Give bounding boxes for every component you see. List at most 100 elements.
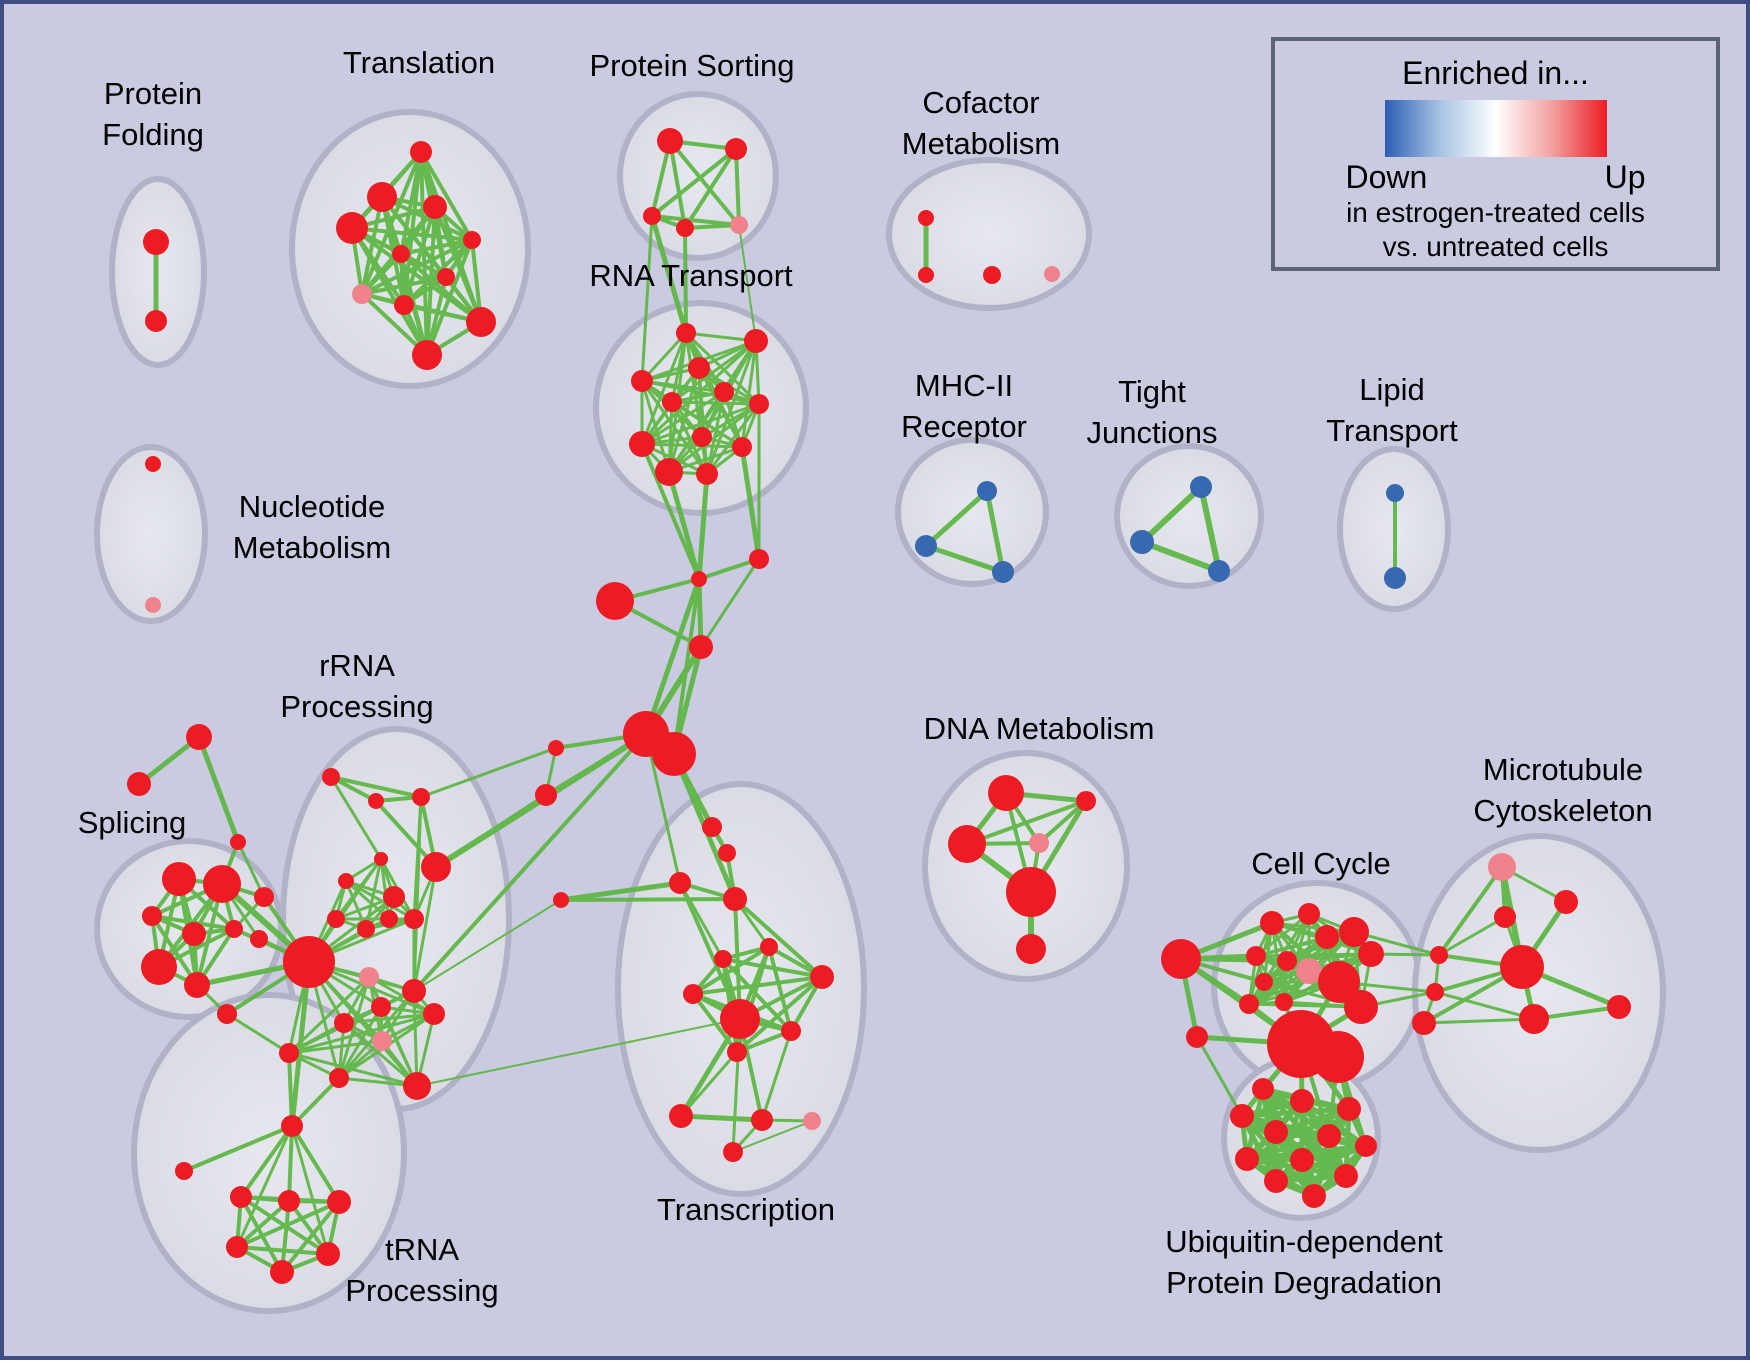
node-u6 (1355, 1135, 1377, 1157)
cluster-label-nucleotide-metabolism: Metabolism (233, 530, 392, 565)
edge (235, 1124, 294, 1249)
node-x8 (720, 999, 760, 1039)
node-s1 (203, 865, 241, 903)
node-t7 (352, 284, 372, 304)
edge (760, 1029, 793, 1122)
edge (640, 442, 701, 581)
node-rr2 (412, 788, 430, 806)
node-x4 (760, 938, 778, 956)
edge (731, 1017, 742, 1154)
edge (683, 223, 741, 230)
cluster-ellipse-cofactor-metabolism (886, 157, 1092, 311)
node-mt3 (1500, 945, 1544, 989)
node-rr1 (368, 793, 384, 809)
node-c2 (983, 266, 1001, 284)
cluster-label-mhc-ii-receptor: Receptor (901, 409, 1027, 444)
node-d4 (1006, 867, 1056, 917)
node-rr17 (372, 1031, 392, 1051)
node-x12 (751, 1109, 773, 1131)
node-t4 (463, 231, 481, 249)
node-r1 (744, 329, 768, 353)
edge (644, 732, 682, 885)
edge (416, 1018, 741, 1087)
node-rr15 (423, 1003, 445, 1025)
legend-down-label: Down (1345, 159, 1428, 195)
node-s7 (254, 887, 274, 907)
node-ps0 (657, 128, 683, 154)
node-tr1 (175, 1162, 193, 1180)
node-m1 (915, 535, 937, 557)
node-t8 (394, 295, 414, 315)
node-t2 (423, 195, 447, 219)
edge (329, 775, 383, 861)
edge (683, 147, 738, 230)
node-t9 (466, 307, 496, 337)
node-s4 (225, 920, 243, 938)
edge (236, 840, 266, 899)
node-tj2 (1208, 560, 1230, 582)
edge (738, 224, 757, 342)
node-u2 (1337, 1097, 1361, 1121)
node-cc10 (1358, 941, 1384, 967)
node-u9 (1264, 1169, 1288, 1193)
node-rr8 (357, 920, 375, 938)
cluster-label-ubiquitin-degradation: Ubiquitin-dependent (1165, 1224, 1443, 1259)
edge (289, 959, 312, 1129)
node-tr3 (278, 1190, 300, 1212)
edge (287, 1039, 384, 1055)
edge (640, 214, 654, 383)
edge (1139, 484, 1204, 545)
node-x10 (727, 1042, 747, 1062)
edge (670, 400, 761, 406)
node-tr5 (226, 1236, 248, 1258)
cluster-label-lipid-transport: Lipid (1359, 372, 1425, 407)
node-t0 (410, 141, 432, 163)
node-t5 (392, 245, 410, 263)
edge (640, 390, 726, 446)
node-cc7 (1296, 958, 1322, 984)
cluster-label-trna-processing: Processing (345, 1273, 498, 1308)
cluster-label-rna-transport: RNA Transport (589, 258, 793, 293)
edge (287, 1012, 436, 1055)
node-tri2 (230, 834, 246, 850)
edge (235, 1200, 341, 1249)
cluster-ellipse-tight-junctions (1114, 443, 1264, 589)
node-x3 (723, 887, 747, 911)
node-r3 (631, 370, 653, 392)
edge (640, 379, 761, 406)
node-r0 (676, 323, 696, 343)
node-rr10 (404, 909, 424, 929)
node-rr5 (421, 852, 451, 882)
edge (413, 899, 562, 992)
cluster-label-lipid-transport: Transport (1326, 413, 1458, 448)
edge (733, 897, 824, 979)
node-x9 (781, 1021, 801, 1041)
node-l0 (1386, 484, 1404, 502)
node-h3 (689, 635, 713, 659)
cluster-label-cofactor-metabolism: Cofactor (922, 85, 1039, 120)
edge (984, 488, 1006, 575)
node-mt0 (1488, 853, 1516, 881)
node-d2 (948, 825, 986, 863)
edge (691, 992, 739, 1054)
edge (679, 1050, 739, 1118)
cluster-label-ubiquitin-degradation: Protein Degradation (1166, 1265, 1442, 1300)
edge (705, 339, 758, 476)
node-m0 (977, 481, 997, 501)
cluster-label-protein-sorting: Protein Sorting (589, 48, 794, 83)
edge (640, 331, 688, 446)
node-c3 (1044, 266, 1060, 282)
node-tri1 (127, 772, 151, 796)
node-cc2 (1298, 903, 1320, 925)
node-u3 (1230, 1104, 1254, 1128)
node-ps4 (730, 216, 748, 234)
node-cc9 (1318, 961, 1360, 1003)
node-r5 (662, 392, 682, 412)
node-s6 (184, 972, 210, 998)
node-r9 (732, 437, 752, 457)
node-x6 (810, 965, 834, 989)
node-h4 (623, 711, 669, 757)
cluster-label-microtubule-cytoskeleton: Microtubule (1483, 752, 1643, 787)
node-u5 (1317, 1124, 1341, 1148)
edge (640, 379, 709, 476)
